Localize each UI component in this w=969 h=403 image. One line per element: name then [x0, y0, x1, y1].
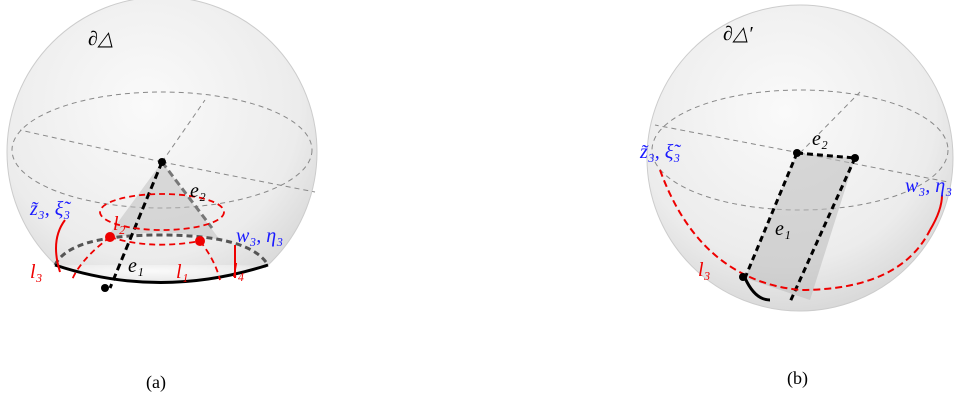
label: w₃, η₃: [905, 175, 952, 197]
label: e₁: [775, 218, 791, 240]
label: z̃₃, ξ̃₃: [639, 141, 681, 163]
label: l₃: [30, 261, 43, 283]
sphere: [6, 0, 318, 268]
label: e₂: [190, 180, 206, 202]
label: e₂: [812, 128, 828, 150]
label: e₁: [128, 255, 144, 277]
title: ∂△: [88, 28, 113, 50]
caption: (a): [146, 372, 166, 393]
panel-a: ∂△ e₂ z̃₃, ξ̃₃ w₃, η₃ l₂ l₃ e₁ l₁ l₄ (a): [6, 0, 318, 393]
label: l₄: [232, 260, 245, 282]
label: z̃₃, ξ̃₃: [29, 198, 71, 220]
title: ∂△′: [723, 23, 753, 45]
label: w₃, η₃: [236, 225, 283, 247]
caption: (b): [787, 368, 808, 389]
label: l₁: [176, 261, 189, 283]
panel-b: ∂△′ e₂ z̃₃, ξ̃₃ w₃, η₃ e₁ l₃ (b): [639, 4, 954, 389]
label: l₂: [113, 213, 126, 235]
label: l₃: [698, 259, 711, 281]
